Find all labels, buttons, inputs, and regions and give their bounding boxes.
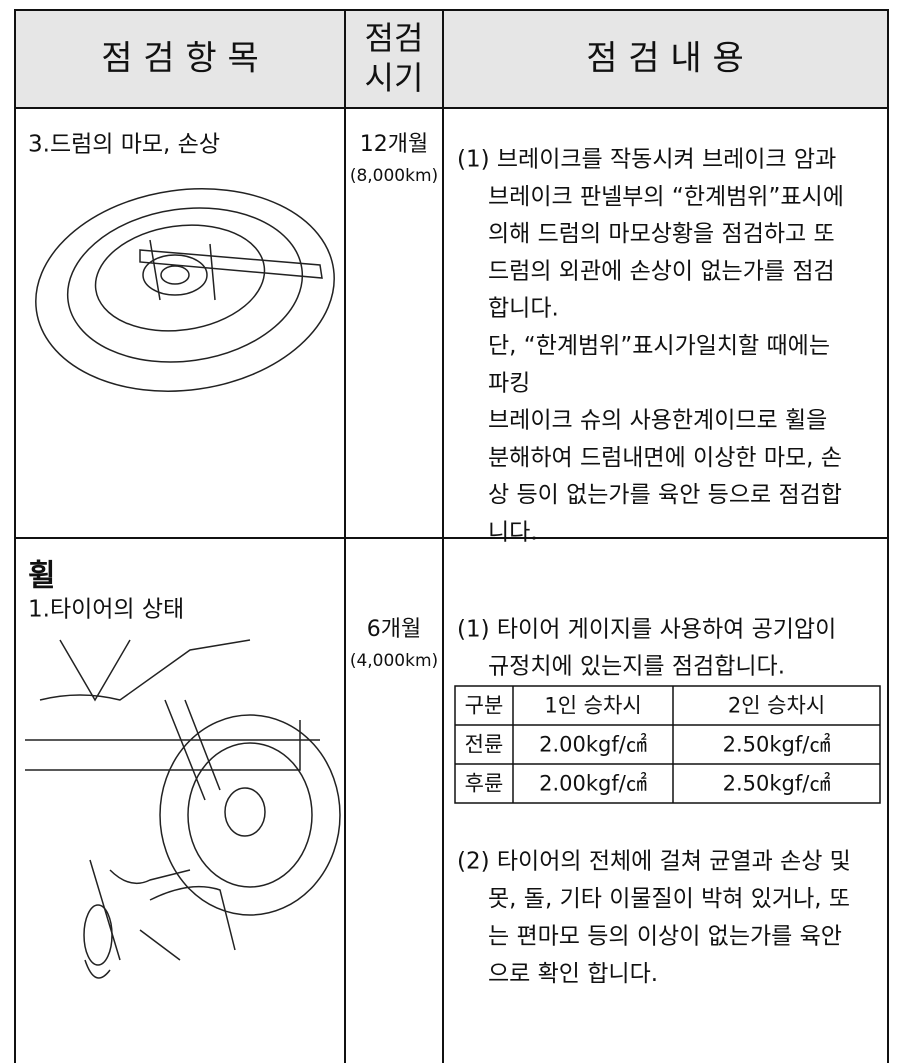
pressure-table-border [454,685,881,804]
header-item: 점 검 항 목 [101,39,259,79]
period: 6개월 [367,617,421,642]
content-line: 니다. [488,520,538,546]
header-period: 점검 [365,19,424,57]
content-line: 으로 확인 합니다. [488,961,658,987]
drum-illustration [35,188,335,392]
pressure-cell: 후륜 [465,772,504,796]
header-content: 점 검 내 용 [586,39,744,79]
content-line: (1) 브레이크를 작동시켜 브레이크 암과 [457,147,836,173]
pressure-cell: 2.00kgf/㎠ [539,733,647,757]
content-line: 는 편마모 등의 이상이 없는가를 육안 [488,924,842,950]
content-line: 단, “한계범위”표시가일치할 때에는 [488,333,830,359]
item: 1.타이어의 상태 [28,597,184,623]
pressure-cell: 구분 [465,694,504,718]
pressure-cell: 1인 승차시 [544,694,641,718]
content-line: 브레이크 슈의 사용한계이므로 휠을 [488,408,827,434]
table-border [14,9,889,1063]
period: 12개월 [360,132,428,157]
header-bg [15,10,888,108]
distance: (4,000km) [350,651,438,671]
content-line: (2) 타이어의 전체에 걸쳐 균열과 손상 및 [457,849,851,875]
content-line: 드럼의 외관에 손상이 없는가를 점검 [488,258,835,284]
content-line: 분해하여 드럼내면에 이상한 마모, 손 [488,445,842,471]
pressure-cell: 2.50kgf/㎠ [723,772,831,796]
header-period: 시기 [365,59,424,97]
content-line: 파킹 [488,370,530,396]
pressure-cell: 전륜 [465,733,504,757]
content-line: 상 등이 없는가를 육안 등으로 점검합 [488,482,842,508]
content-line: 규정치에 있는지를 점검합니다. [488,654,785,680]
pressure-cell: 2.00kgf/㎠ [539,772,647,796]
pressure-cell: 2.50kgf/㎠ [723,733,831,757]
content-line: (1) 타이어 게이지를 사용하여 공기압이 [457,617,836,643]
content-line: 의해 드럼의 마모상황을 점검하고 또 [488,221,835,247]
tire-illustration [25,639,341,979]
pressure-cell: 2인 승차시 [728,694,825,718]
content-line: 합니다. [488,296,559,322]
section-title: 휠 [28,559,56,594]
item: 3.드럼의 마모, 손상 [28,132,220,158]
distance: (8,000km) [350,166,438,186]
content-line: 브레이크 판넬부의 “한계범위”표시에 [488,184,844,210]
content-line: 못, 돌, 기타 이물질이 박혀 있거나, 또 [488,886,850,912]
